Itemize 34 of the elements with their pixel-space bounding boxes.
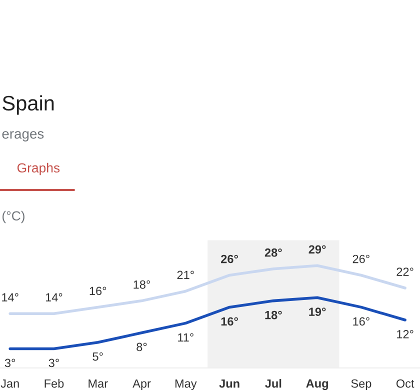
- chart-title: Spain: [2, 95, 54, 115]
- data-label: 3°: [4, 358, 16, 368]
- x-tick-label: Aug: [306, 379, 328, 390]
- data-label: 8°: [136, 342, 147, 352]
- data-label: 3°: [48, 358, 59, 368]
- data-label: 19°: [309, 308, 326, 316]
- data-label: 28°: [264, 248, 282, 257]
- text: (°C): [2, 210, 24, 224]
- x-tick-label: Jan: [0, 379, 19, 388]
- x-tick-label: Sep: [351, 379, 372, 390]
- x-tick-label: Feb: [44, 379, 64, 388]
- x-tick-label: Apr: [132, 379, 151, 390]
- data-label: 11°: [178, 333, 194, 342]
- data-label: 16°: [353, 317, 370, 326]
- text: Graphs: [17, 162, 60, 176]
- data-label: 14°: [2, 293, 18, 302]
- data-label: 12°: [397, 330, 414, 338]
- x-tick-label: Jul: [265, 379, 282, 388]
- data-label: 26°: [221, 254, 238, 264]
- x-tick-label: Jun: [219, 379, 240, 388]
- data-label: 29°: [308, 245, 326, 254]
- chart-subtitle: erages: [2, 131, 44, 142]
- data-label: 16°: [221, 317, 238, 326]
- data-label: 18°: [265, 310, 282, 320]
- data-label: 5°: [92, 352, 103, 361]
- x-tick-label: May: [175, 379, 197, 390]
- data-label: 21°: [177, 270, 194, 280]
- x-tick-label: Mar: [88, 379, 108, 388]
- data-label: 16°: [90, 286, 106, 296]
- x-tick-label: Oct: [396, 379, 414, 388]
- data-label: 22°: [396, 268, 414, 276]
- data-label: 14°: [46, 293, 62, 302]
- data-label: 18°: [134, 280, 150, 289]
- data-label: 26°: [352, 254, 370, 264]
